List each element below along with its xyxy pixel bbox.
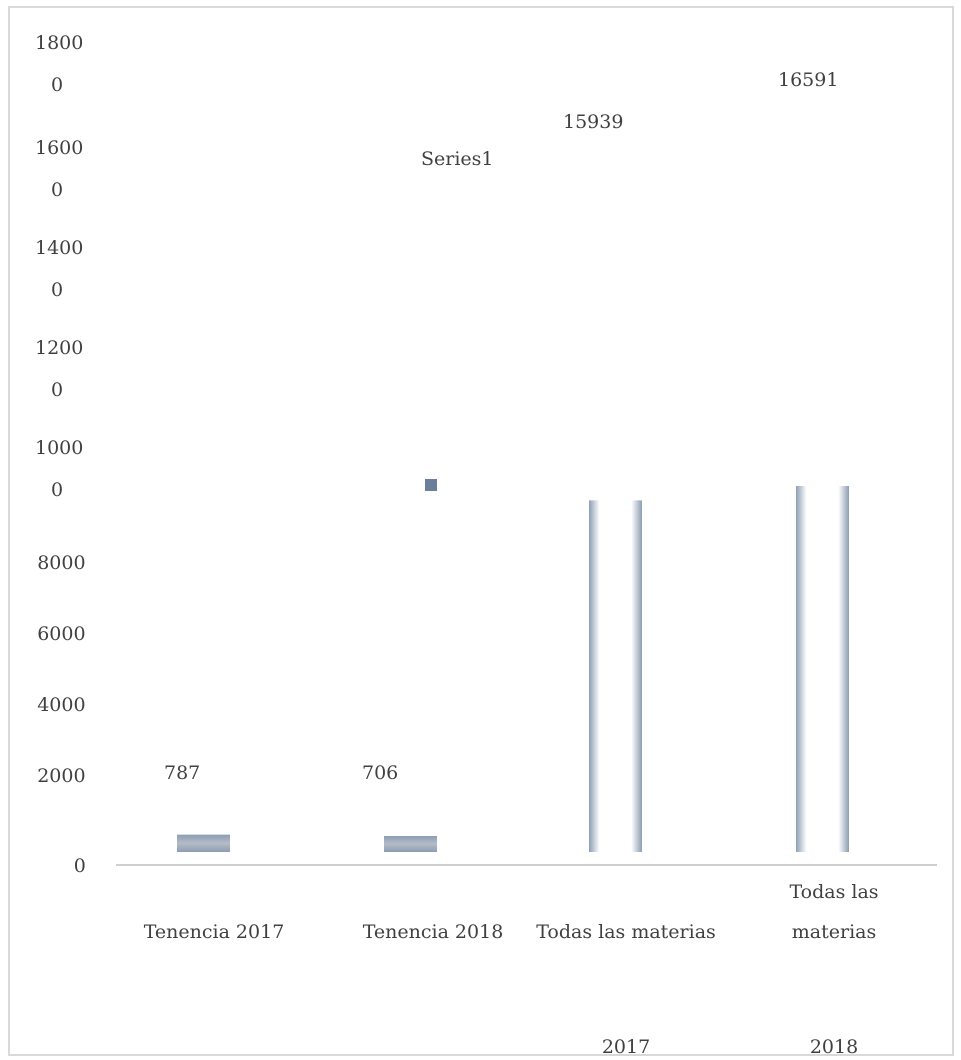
data-label: 706 bbox=[362, 762, 398, 784]
data-label: 15939 bbox=[563, 111, 623, 133]
y-tick-label: 2000 bbox=[37, 765, 85, 787]
y-tick-label: 6000 bbox=[37, 623, 85, 645]
y-tick-label: 1400 0 bbox=[35, 237, 83, 301]
x-tick-label: Tenencia 2017 bbox=[144, 921, 285, 943]
data-label: 16591 bbox=[778, 69, 838, 91]
legend-marker bbox=[425, 479, 437, 491]
y-tick-label: 1600 0 bbox=[35, 137, 83, 201]
bar bbox=[384, 836, 437, 852]
x-tick-label: Todas las materias 2017 bbox=[536, 921, 716, 1058]
y-tick-label: 1200 0 bbox=[35, 337, 83, 401]
bar bbox=[177, 834, 230, 852]
legend-label: Series1 bbox=[421, 148, 494, 170]
x-tick-label: Todas las materias 2018 bbox=[789, 881, 878, 1058]
y-tick-label: 0 bbox=[74, 855, 86, 877]
y-tick-label: 4000 bbox=[37, 694, 85, 716]
y-tick-label: 1800 0 bbox=[35, 32, 83, 96]
bar bbox=[589, 500, 642, 852]
data-label: 787 bbox=[164, 762, 200, 784]
y-tick-label: 8000 bbox=[37, 552, 85, 574]
y-tick-label: 1000 0 bbox=[35, 437, 83, 501]
x-tick-label: Tenencia 2018 bbox=[363, 921, 504, 943]
bar bbox=[796, 486, 849, 852]
